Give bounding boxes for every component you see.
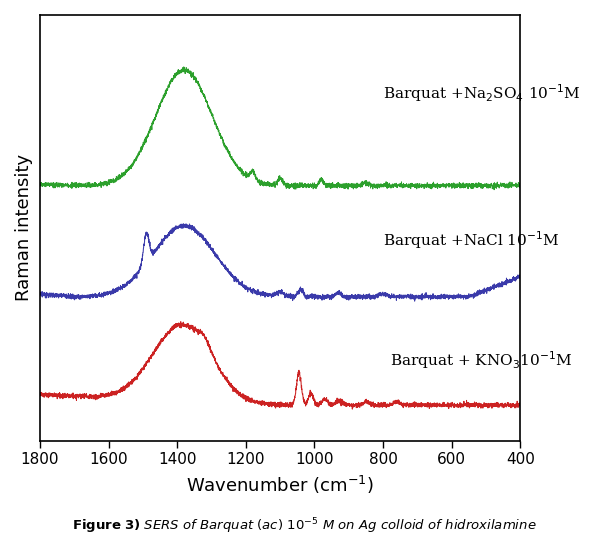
- Text: Barquat +NaCl 10$^{-1}$M: Barquat +NaCl 10$^{-1}$M: [383, 229, 559, 251]
- Y-axis label: Raman intensity: Raman intensity: [15, 154, 33, 301]
- Text: Barquat +Na$_2$SO$_4$ 10$^{-1}$M: Barquat +Na$_2$SO$_4$ 10$^{-1}$M: [383, 82, 581, 104]
- X-axis label: Wavenumber (cm$^{-1}$): Wavenumber (cm$^{-1}$): [186, 475, 374, 497]
- Text: Barquat + KNO$_3$10$^{-1}$M: Barquat + KNO$_3$10$^{-1}$M: [390, 349, 572, 371]
- Text: $\bf{Figure\ 3)}$ $\it{SERS\ of\ Barquat\ (ac)\ 10^{-5}\ M\ on\ Ag\ colloid\ of\: $\bf{Figure\ 3)}$ $\it{SERS\ of\ Barquat…: [72, 516, 536, 536]
